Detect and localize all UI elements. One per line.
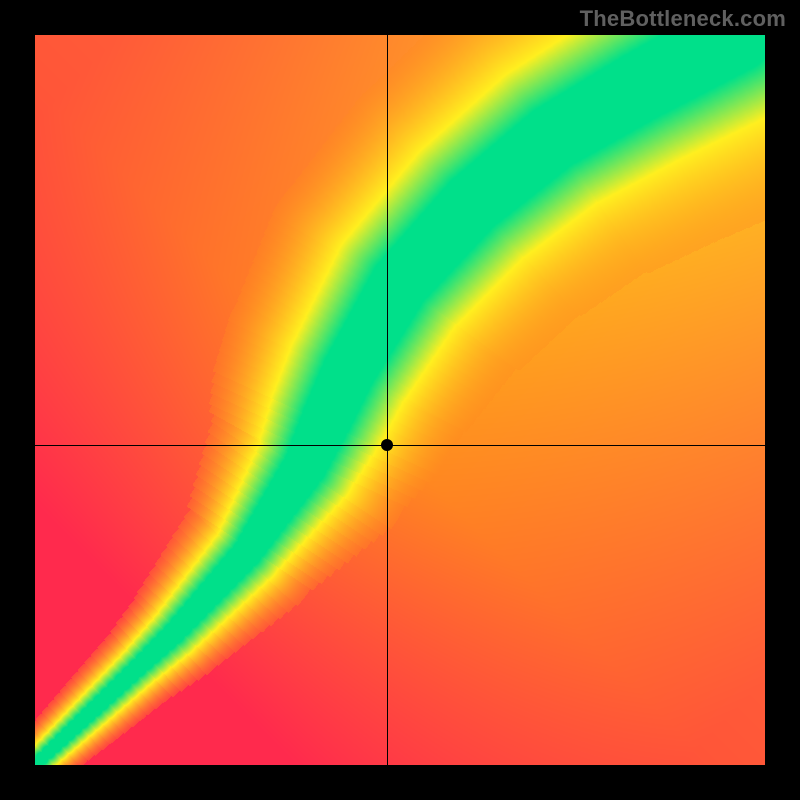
heatmap-plot <box>35 35 765 765</box>
heatmap-canvas <box>35 35 765 765</box>
crosshair-horizontal <box>35 445 765 446</box>
watermark-text: TheBottleneck.com <box>580 6 786 32</box>
crosshair-vertical <box>387 35 388 765</box>
crosshair-marker <box>381 439 393 451</box>
chart-container: TheBottleneck.com <box>0 0 800 800</box>
